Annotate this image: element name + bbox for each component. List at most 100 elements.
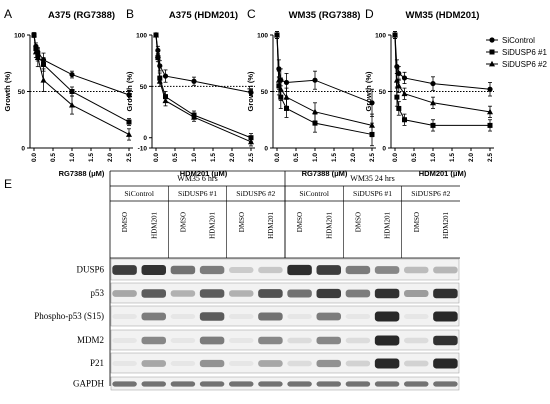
legend-label: SiDUSP6 #2 (502, 60, 547, 69)
x-tick-label: 1.0 (69, 153, 76, 162)
blot-band (404, 381, 429, 387)
x-tick-label: 1.0 (430, 153, 437, 162)
chart-title: A375 (HDM201) (169, 10, 238, 21)
data-point (191, 78, 197, 84)
membrane-strip (110, 282, 460, 304)
lane-label: HDM201 (267, 212, 275, 239)
y-tick-label: 0 (143, 135, 147, 142)
x-tick-label: 1.5 (210, 153, 217, 162)
blot-band (199, 265, 225, 275)
x-tick-label: 2.5 (369, 153, 376, 162)
x-tick-label: 1.5 (449, 153, 456, 162)
blot-band (345, 265, 371, 275)
blot-band (229, 290, 254, 297)
blot-band (433, 288, 458, 299)
data-point (31, 31, 37, 38)
treatment-group-label: SiDUSP6 #2 (411, 189, 450, 198)
series-line (155, 34, 252, 143)
blot-row-p21: P21 (90, 352, 460, 374)
blot-band (287, 381, 312, 387)
data-point (284, 105, 289, 111)
chart-panel-c: C WM35 (RG7388) 0 50 100 Growth (%) 0.0 0.5 1.0 1… (246, 7, 376, 178)
blot-band (170, 360, 196, 367)
series-line (276, 34, 373, 126)
y-tick-label: 0 (382, 146, 386, 153)
blot-band (141, 264, 166, 276)
blot-band (287, 264, 312, 276)
data-point (487, 108, 493, 115)
blot-band (112, 290, 137, 297)
data-point (312, 108, 318, 115)
x-tick-label: 0.0 (392, 153, 399, 162)
blot-band (199, 381, 225, 387)
blot-band (112, 337, 137, 344)
blot-band (316, 359, 341, 368)
blot-band (433, 266, 458, 274)
x-axis-label: RG7388 (μM) (59, 169, 105, 178)
blot-band (141, 360, 166, 367)
series-sidusp6-2 (274, 31, 375, 138)
blot-band (141, 312, 166, 321)
legend-marker (489, 60, 495, 67)
blot-band (258, 336, 283, 345)
membrane-strip (110, 329, 460, 351)
y-axis-label: Growth (%) (3, 71, 12, 111)
series-line (33, 34, 130, 123)
data-point (396, 105, 402, 111)
data-point (153, 31, 159, 38)
series-sidusp6-1 (31, 32, 132, 126)
data-point (369, 122, 375, 128)
x-axis-label: HDM201 (μM) (180, 169, 228, 178)
series-line (394, 34, 490, 126)
data-point (392, 31, 398, 38)
blot-band (433, 311, 458, 322)
x-tick-label: 2.0 (350, 153, 357, 162)
chart-panel-b: B A375 (HDM201) -10 0 50 100 Growth (%) 0.0 0.5 1… (125, 7, 255, 178)
y-axis-label: Growth (%) (364, 71, 373, 111)
blot-band (374, 335, 400, 346)
blot-band (199, 289, 225, 298)
lane-label: HDM201 (150, 212, 158, 239)
data-point (395, 82, 402, 89)
series-line (33, 34, 130, 135)
blot-band (374, 381, 400, 387)
series-line (155, 34, 252, 94)
blot-band (374, 311, 400, 322)
x-tick-label: 2.0 (107, 153, 114, 162)
panel-letter: A (4, 7, 12, 21)
protein-label: GAPDH (73, 379, 105, 389)
blot-band (404, 266, 429, 274)
panel-letter: C (247, 7, 256, 21)
data-point (369, 100, 375, 106)
data-point (283, 93, 290, 100)
data-point (40, 77, 47, 83)
blot-band (141, 289, 166, 298)
chart-legend: SiControl SiDUSP6 #1 SiDUSP6 #2 (486, 36, 547, 69)
panel-letter: B (126, 7, 134, 21)
data-point (126, 119, 132, 125)
data-point (248, 138, 254, 145)
data-point (154, 52, 161, 58)
x-tick-label: 2.5 (487, 153, 494, 162)
blot-band (287, 337, 312, 344)
data-point (191, 113, 197, 120)
blot-band (316, 336, 341, 345)
data-point (162, 97, 169, 104)
x-tick-label: 2.0 (229, 153, 236, 162)
chart-title: A375 (RG7388) (48, 10, 115, 21)
data-point (430, 99, 436, 106)
x-tick-label: 0.5 (411, 153, 418, 162)
blot-row-phospho-p53-s15-: Phospho-p53 (S15) (34, 305, 460, 327)
blot-row-gapdh: GAPDH (73, 376, 460, 391)
data-point (126, 131, 132, 137)
treatment-group-label: SiControl (124, 189, 154, 198)
blot-band (229, 381, 254, 387)
blot-band (170, 290, 196, 297)
data-point (283, 79, 290, 86)
cell-line-group-label: WM35 24 hrs (350, 174, 394, 183)
lane-label: DMSO (296, 212, 304, 232)
blot-band (170, 337, 196, 344)
membrane-strip (110, 258, 460, 281)
blot-band (404, 313, 429, 320)
blot-band (374, 288, 400, 299)
